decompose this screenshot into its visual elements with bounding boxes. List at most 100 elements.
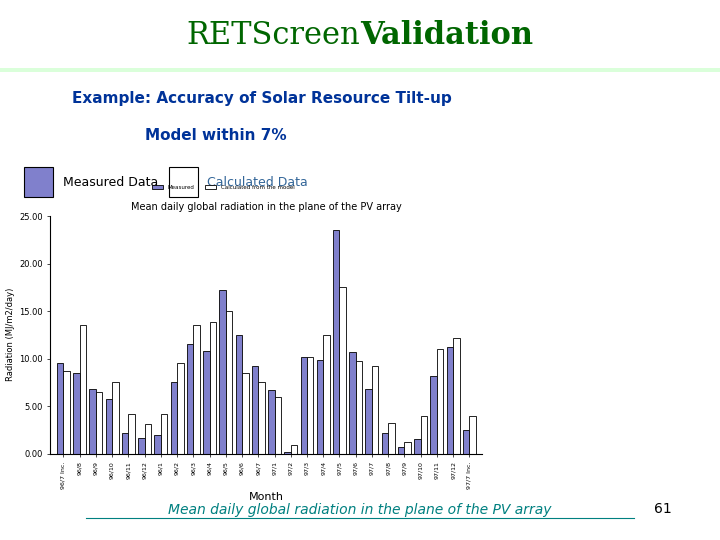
Bar	[0, 69, 720, 70]
Bar	[193, 325, 200, 454]
Bar	[0, 69, 720, 70]
Bar	[0, 69, 720, 70]
Bar	[0, 69, 720, 70]
Bar	[235, 335, 242, 454]
Bar	[0, 69, 720, 70]
Bar	[0, 69, 720, 70]
Bar	[0, 69, 720, 70]
Bar	[274, 396, 281, 454]
Bar	[0, 69, 720, 70]
Bar	[366, 389, 372, 454]
Bar	[252, 366, 258, 454]
Bar	[0, 69, 720, 70]
Bar	[168, 167, 198, 197]
Bar	[80, 325, 86, 454]
Bar	[128, 414, 135, 454]
Bar	[307, 356, 313, 454]
Bar	[0, 69, 720, 70]
Bar	[0, 69, 720, 70]
Bar	[323, 335, 330, 454]
Text: Example: Accuracy of Solar Resource Tilt-up: Example: Accuracy of Solar Resource Tilt…	[72, 91, 452, 106]
Bar	[210, 322, 216, 454]
Bar	[0, 69, 720, 70]
Bar	[0, 69, 720, 70]
Bar	[0, 69, 720, 70]
Bar	[0, 69, 720, 70]
Bar	[0, 69, 720, 70]
Bar	[405, 442, 411, 454]
Bar	[420, 416, 427, 454]
Bar	[0, 69, 720, 70]
Bar	[145, 424, 151, 454]
Bar	[0, 69, 720, 70]
Bar	[0, 69, 720, 70]
Bar	[437, 349, 444, 454]
Bar	[0, 69, 720, 70]
Bar	[453, 338, 459, 454]
Bar	[0, 69, 720, 70]
Bar	[122, 433, 128, 454]
Bar	[0, 69, 720, 70]
Bar	[0, 69, 720, 70]
Bar	[0, 69, 720, 70]
Bar	[284, 451, 291, 454]
Bar	[0, 69, 720, 70]
Bar	[0, 69, 720, 70]
Bar	[0, 69, 720, 70]
Bar	[291, 445, 297, 454]
Bar	[446, 347, 453, 454]
Bar	[0, 69, 720, 70]
Bar	[0, 69, 720, 70]
Bar	[24, 167, 53, 197]
Bar	[300, 356, 307, 454]
Text: Measured Data: Measured Data	[63, 176, 158, 189]
Bar	[0, 69, 720, 70]
Bar	[372, 366, 379, 454]
Bar	[0, 69, 720, 70]
Bar	[73, 373, 80, 454]
Bar	[0, 69, 720, 70]
Bar	[0, 69, 720, 70]
Bar	[0, 69, 720, 70]
Bar	[0, 69, 720, 70]
Bar	[0, 69, 720, 70]
Bar	[0, 69, 720, 70]
Bar	[0, 69, 720, 70]
Bar	[0, 69, 720, 70]
Bar	[186, 345, 193, 454]
Bar	[0, 69, 720, 70]
Text: 61: 61	[654, 502, 671, 516]
Legend: Measured, Calculated from the model: Measured, Calculated from the model	[150, 183, 297, 193]
Bar	[0, 69, 720, 70]
Bar	[0, 69, 720, 70]
Bar	[0, 69, 720, 70]
Text: Model within 7%: Model within 7%	[145, 127, 287, 143]
Bar	[0, 69, 720, 70]
Bar	[258, 382, 265, 454]
Text: Calculated Data: Calculated Data	[207, 176, 308, 189]
Bar	[96, 392, 102, 454]
Text: Mean daily global radiation in the plane of the PV array: Mean daily global radiation in the plane…	[168, 503, 552, 517]
Bar	[0, 69, 720, 70]
Bar	[268, 390, 274, 454]
Bar	[0, 69, 720, 70]
Bar	[63, 371, 70, 454]
Bar	[0, 69, 720, 70]
Bar	[0, 69, 720, 70]
Bar	[0, 69, 720, 70]
Bar	[242, 373, 248, 454]
Text: RETScreen: RETScreen	[186, 19, 360, 51]
Bar	[154, 435, 161, 454]
Bar	[382, 433, 388, 454]
Bar	[0, 69, 720, 70]
Bar	[0, 69, 720, 70]
Bar	[203, 351, 210, 454]
Bar	[0, 69, 720, 70]
Bar	[0, 69, 720, 70]
Bar	[0, 69, 720, 70]
Bar	[161, 414, 167, 454]
Bar	[398, 447, 405, 454]
Bar	[0, 69, 720, 70]
Bar	[0, 69, 720, 70]
Bar	[112, 382, 119, 454]
